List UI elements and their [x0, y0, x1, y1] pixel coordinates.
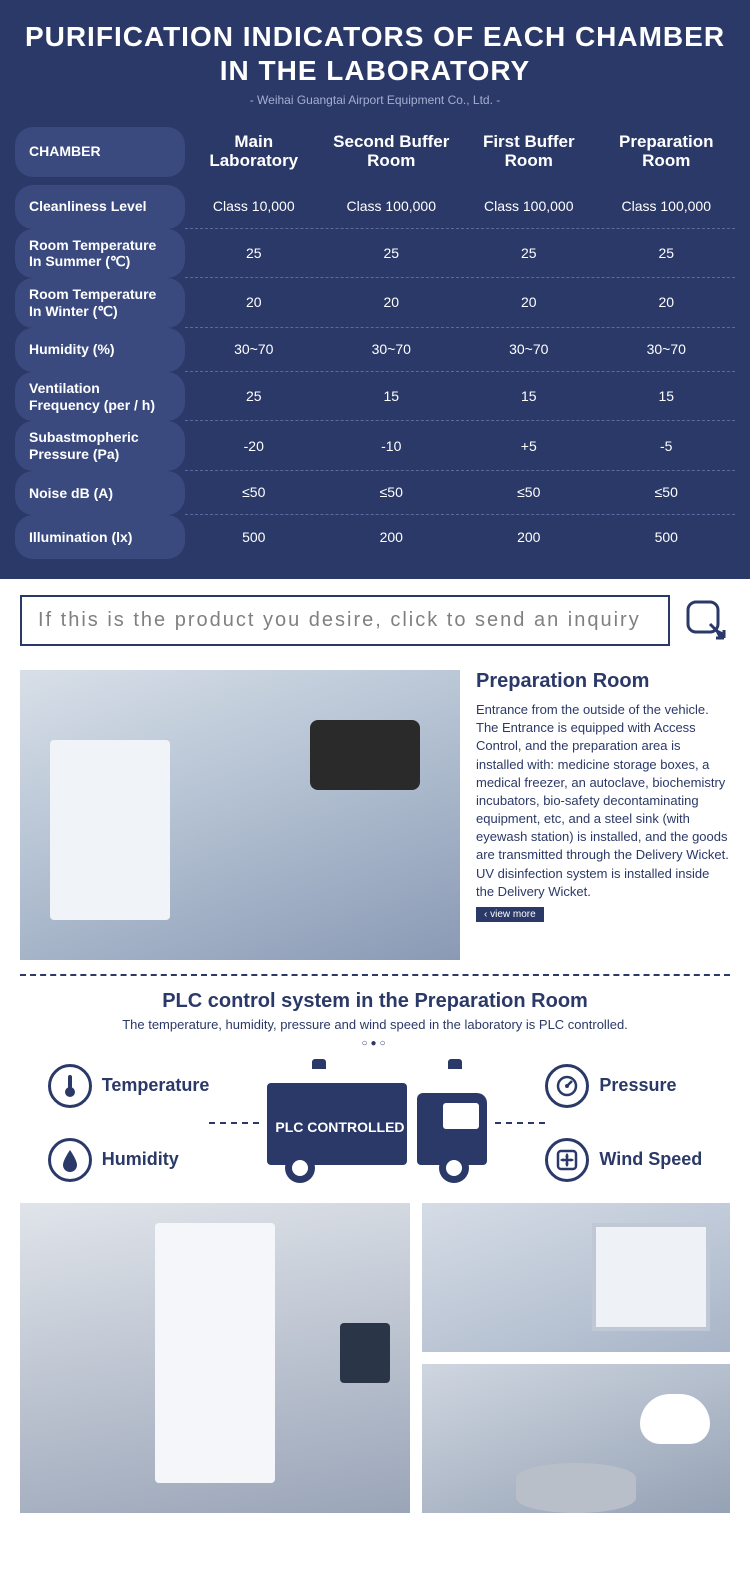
- table-cell: ≤50: [323, 471, 461, 514]
- table-cell: -10: [323, 421, 461, 470]
- table-cell: 25: [185, 372, 323, 421]
- plc-left-col: Temperature Humidity: [48, 1064, 210, 1182]
- table-header-row: CHAMBER Main Laboratory Second Buffer Ro…: [15, 127, 735, 176]
- table-row: Subastmopheric Pressure (Pa)-20-10+5-5: [15, 421, 735, 471]
- row-label: Subastmopheric Pressure (Pa): [15, 421, 185, 471]
- col-header: Second Buffer Room: [323, 127, 461, 176]
- gallery-photo-corridor: [20, 1203, 410, 1513]
- row-label: Room Temperature In Summer (℃): [15, 229, 185, 279]
- table-cell: 200: [323, 515, 461, 559]
- connector-line: [209, 1122, 259, 1124]
- plc-title: PLC control system in the Preparation Ro…: [20, 990, 730, 1013]
- section-title: PURIFICATION INDICATORS OF EACH CHAMBER …: [15, 20, 735, 87]
- table-cell: -5: [598, 421, 736, 470]
- table-cell: 25: [460, 229, 598, 278]
- table-cell: 25: [598, 229, 736, 278]
- section-subtitle: - Weihai Guangtai Airport Equipment Co.,…: [15, 93, 735, 107]
- row-label: Ventilation Frequency (per / h): [15, 372, 185, 422]
- table-cell: -20: [185, 421, 323, 470]
- connector-line: [495, 1122, 545, 1124]
- gallery-photo-sink: [422, 1364, 730, 1513]
- plc-item-temperature: Temperature: [48, 1064, 210, 1108]
- plc-label: Humidity: [102, 1149, 179, 1170]
- col-header: Main Laboratory: [185, 127, 323, 176]
- plc-diagram: Temperature Humidity PLC CONTROLLED: [20, 1063, 730, 1183]
- gallery-photo-window: [422, 1203, 730, 1352]
- table-cell: 20: [185, 278, 323, 327]
- table-row: Cleanliness LevelClass 10,000Class 100,0…: [15, 185, 735, 229]
- inquiry-bar: If this is the product you desire, click…: [0, 579, 750, 662]
- col-header: First Buffer Room: [460, 127, 598, 176]
- table-cell: 500: [185, 515, 323, 559]
- thermometer-icon: [48, 1064, 92, 1108]
- inquiry-button[interactable]: If this is the product you desire, click…: [20, 595, 670, 646]
- plc-label: Pressure: [599, 1075, 676, 1096]
- table-cell: Class 100,000: [460, 185, 598, 228]
- table-cell: Class 100,000: [598, 185, 736, 228]
- plc-item-pressure: Pressure: [545, 1064, 702, 1108]
- table-row: Noise dB (A)≤50≤50≤50≤50: [15, 471, 735, 515]
- row-label: Humidity (%): [15, 328, 185, 372]
- table-cell: 200: [460, 515, 598, 559]
- inquiry-cursor-icon[interactable]: [682, 596, 730, 644]
- table-cell: ≤50: [460, 471, 598, 514]
- plc-subtitle: The temperature, humidity, pressure and …: [20, 1017, 730, 1032]
- table-cell: 30~70: [460, 328, 598, 371]
- table-cell: 15: [323, 372, 461, 421]
- table-cell: 30~70: [323, 328, 461, 371]
- table-row: Humidity (%)30~7030~7030~7030~70: [15, 328, 735, 372]
- table-row: Ventilation Frequency (per / h)25151515: [15, 372, 735, 422]
- table-row: Room Temperature In Summer (℃)25252525: [15, 229, 735, 279]
- preparation-room-text: Preparation Room Entrance from the outsi…: [476, 670, 730, 960]
- table-cell: 20: [323, 278, 461, 327]
- pagination-dots: ○●○: [20, 1038, 730, 1049]
- row-label: Noise dB (A): [15, 471, 185, 515]
- plc-truck-graphic: PLC CONTROLLED: [267, 1063, 487, 1183]
- gauge-icon: [545, 1064, 589, 1108]
- table-cell: ≤50: [185, 471, 323, 514]
- plc-item-humidity: Humidity: [48, 1138, 210, 1182]
- table-cell: Class 100,000: [323, 185, 461, 228]
- table-row: Illumination (lx)500200200500: [15, 515, 735, 559]
- table-cell: 30~70: [185, 328, 323, 371]
- prep-body: Entrance from the outside of the vehicle…: [476, 701, 730, 901]
- table-cell: 20: [598, 278, 736, 327]
- plc-item-wind: Wind Speed: [545, 1138, 702, 1182]
- preparation-room-section: Preparation Room Entrance from the outsi…: [0, 662, 750, 974]
- plc-label: Temperature: [102, 1075, 210, 1096]
- preparation-room-photo: [20, 670, 460, 960]
- table-cell: 25: [323, 229, 461, 278]
- plc-label: Wind Speed: [599, 1149, 702, 1170]
- table-cell: 30~70: [598, 328, 736, 371]
- plc-section: PLC control system in the Preparation Ro…: [0, 976, 750, 1203]
- row-label: Room Temperature In Winter (℃): [15, 278, 185, 328]
- fan-icon: [545, 1138, 589, 1182]
- prep-heading: Preparation Room: [476, 670, 730, 693]
- spec-table: CHAMBER Main Laboratory Second Buffer Ro…: [15, 127, 735, 559]
- row-label: Cleanliness Level: [15, 185, 185, 229]
- photo-gallery: [0, 1203, 750, 1533]
- table-cell: Class 10,000: [185, 185, 323, 228]
- col-header: Preparation Room: [598, 127, 736, 176]
- table-cell: +5: [460, 421, 598, 470]
- table-cell: 500: [598, 515, 736, 559]
- droplet-icon: [48, 1138, 92, 1182]
- truck-label: PLC CONTROLLED: [275, 1120, 404, 1135]
- corner-label: CHAMBER: [15, 127, 185, 176]
- plc-right-col: Pressure Wind Speed: [545, 1064, 702, 1182]
- table-cell: 15: [598, 372, 736, 421]
- view-more-button[interactable]: ‹ view more: [476, 907, 544, 922]
- row-label: Illumination (lx): [15, 515, 185, 559]
- purification-table-section: PURIFICATION INDICATORS OF EACH CHAMBER …: [0, 0, 750, 579]
- table-cell: ≤50: [598, 471, 736, 514]
- table-cell: 25: [185, 229, 323, 278]
- table-row: Room Temperature In Winter (℃)20202020: [15, 278, 735, 328]
- table-cell: 20: [460, 278, 598, 327]
- table-cell: 15: [460, 372, 598, 421]
